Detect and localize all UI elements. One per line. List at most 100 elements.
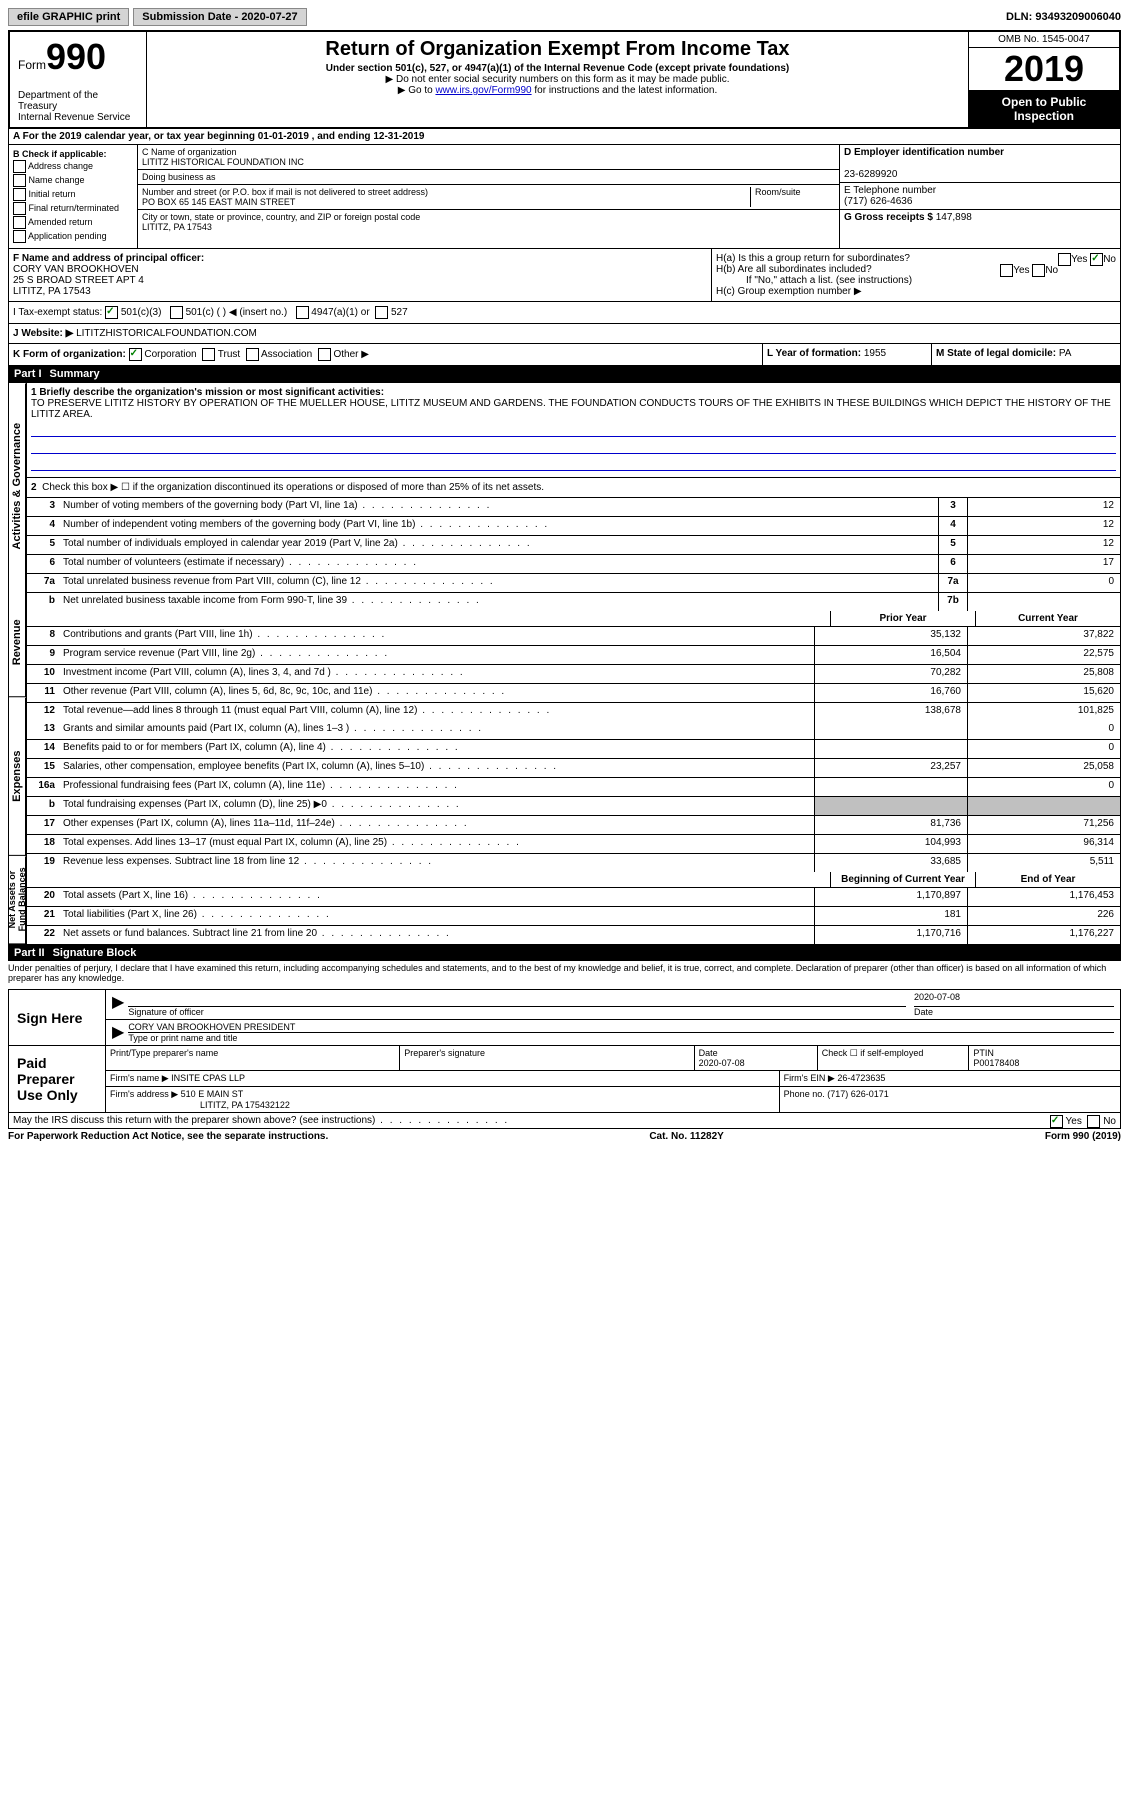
section-bcd: B Check if applicable: Address change Na…	[8, 145, 1121, 249]
paid-preparer: Paid Preparer Use Only	[9, 1046, 106, 1112]
line-row: 21Total liabilities (Part X, line 26)181…	[27, 907, 1120, 926]
cb-corp[interactable]	[129, 348, 142, 361]
dept: Department of the Treasury Internal Reve…	[18, 90, 138, 123]
line-row: 22Net assets or fund balances. Subtract …	[27, 926, 1120, 944]
sign-here: Sign Here	[9, 990, 106, 1045]
may-irs-row: May the IRS discuss this return with the…	[8, 1113, 1121, 1129]
q2-text: Check this box ▶ ☐ if the organization d…	[42, 482, 544, 493]
section-b-title: B Check if applicable:	[13, 149, 107, 159]
part1-header: Part I Summary	[8, 366, 1121, 382]
cb-no[interactable]	[1087, 1115, 1100, 1128]
cb-yes[interactable]	[1050, 1115, 1063, 1128]
row-a: A For the 2019 calendar year, or tax yea…	[8, 129, 1121, 145]
part1-num: Part I	[14, 368, 42, 380]
line-row: 13Grants and similar amounts paid (Part …	[27, 721, 1120, 740]
line-row: bTotal fundraising expenses (Part IX, co…	[27, 797, 1120, 816]
l-val: 1955	[864, 348, 886, 359]
firm-phone: (717) 626-0171	[827, 1089, 889, 1099]
form-subtitle: Under section 501(c), 527, or 4947(a)(1)…	[151, 63, 964, 74]
q2-block: 2 Check this box ▶ ☐ if the organization…	[27, 478, 1120, 498]
line-row: 6Total number of volunteers (estimate if…	[27, 555, 1120, 574]
row-k: K Form of organization: Corporation Trus…	[8, 344, 1121, 366]
line-row: 12Total revenue—add lines 8 through 11 (…	[27, 703, 1120, 721]
cb-assoc[interactable]	[246, 348, 259, 361]
cb-501c3[interactable]	[105, 306, 118, 319]
sig-date: 2020-07-08	[914, 992, 1114, 1007]
firm-name: INSITE CPAS LLP	[171, 1073, 245, 1083]
k-label: K Form of organization:	[13, 349, 126, 360]
net-header: Beginning of Current Year End of Year	[27, 872, 1120, 888]
line-row: 8Contributions and grants (Part VIII, li…	[27, 627, 1120, 646]
side-net: Net Assets or Fund Balances	[9, 856, 26, 944]
row-i: I Tax-exempt status: 501(c)(3) 501(c) ( …	[8, 302, 1121, 324]
cat-no: Cat. No. 11282Y	[649, 1131, 723, 1142]
paperwork-notice: For Paperwork Reduction Act Notice, see …	[8, 1131, 328, 1142]
cb-4947[interactable]	[296, 306, 309, 319]
note-1: ▶ Do not enter social security numbers o…	[151, 74, 964, 85]
officer-addr2: LITITZ, PA 17543	[13, 286, 91, 297]
note2-post: for instructions and the latest informat…	[532, 85, 718, 96]
firm-addr: 510 E MAIN ST	[181, 1089, 244, 1099]
hc-label: H(c) Group exemption number ▶	[716, 286, 1116, 297]
ein-label: D Employer identification number	[844, 147, 1004, 158]
form-id-cell: Form990 Department of the Treasury Inter…	[10, 32, 147, 127]
note2-pre: ▶ Go to	[398, 85, 436, 96]
tax-exempt-label: I Tax-exempt status:	[13, 307, 102, 318]
form-word: Form	[18, 58, 46, 72]
gross: 147,898	[936, 212, 972, 223]
hb-label: H(b) Are all subordinates included?	[716, 264, 872, 275]
sig-date-label: Date	[914, 1007, 933, 1017]
cb-name-change[interactable]: Name change	[13, 174, 133, 187]
line-row: 19Revenue less expenses. Subtract line 1…	[27, 854, 1120, 872]
addr: PO BOX 65 145 EAST MAIN STREET	[142, 197, 295, 207]
side-exp: Expenses	[9, 698, 26, 856]
l-label: L Year of formation:	[767, 348, 861, 359]
line-row: 9Program service revenue (Part VIII, lin…	[27, 646, 1120, 665]
efile-button[interactable]: efile GRAPHIC print	[8, 8, 129, 26]
sig-name: CORY VAN BROOKHOVEN PRESIDENT	[128, 1022, 1114, 1033]
side-ag: Activities & Governance	[9, 383, 26, 589]
section-h: H(a) Is this a group return for subordin…	[712, 249, 1120, 301]
cb-527[interactable]	[375, 306, 388, 319]
firm-city: LITITZ, PA 175432122	[200, 1100, 290, 1110]
penalties: Under penalties of perjury, I declare th…	[8, 961, 1121, 985]
line-row: 15Salaries, other compensation, employee…	[27, 759, 1120, 778]
cb-address-change[interactable]: Address change	[13, 160, 133, 173]
section-d: D Employer identification number 23-6289…	[840, 145, 1120, 248]
ha-label: H(a) Is this a group return for subordin…	[716, 253, 910, 264]
footer: For Paperwork Reduction Act Notice, see …	[8, 1129, 1121, 1144]
cb-amended[interactable]: Amended return	[13, 216, 133, 229]
prior-year-hdr: Prior Year	[830, 611, 975, 626]
tel-label: E Telephone number	[844, 185, 936, 196]
form990-link[interactable]: www.irs.gov/Form990	[435, 85, 531, 96]
arrow-icon: ▶	[112, 1022, 124, 1043]
submission-date: Submission Date - 2020-07-27	[133, 8, 306, 26]
end-year-hdr: End of Year	[975, 872, 1120, 887]
website: LITITZHISTORICALFOUNDATION.COM	[76, 328, 257, 339]
city: LITITZ, PA 17543	[142, 222, 212, 232]
current-year-hdr: Current Year	[975, 611, 1120, 626]
open-inspection: Open to Public Inspection	[969, 91, 1119, 127]
section-fh: F Name and address of principal officer:…	[8, 249, 1121, 302]
q1-label: 1 Briefly describe the organization's mi…	[31, 387, 384, 398]
officer-label: F Name and address of principal officer:	[13, 253, 204, 264]
cb-final-return[interactable]: Final return/terminated	[13, 202, 133, 215]
ein: 23-6289920	[844, 169, 897, 180]
line-row: bNet unrelated business taxable income f…	[27, 593, 1120, 611]
name-label: C Name of organization	[142, 147, 237, 157]
cb-other[interactable]	[318, 348, 331, 361]
firm-ein: 26-4723635	[837, 1073, 885, 1083]
top-bar: efile GRAPHIC print Submission Date - 20…	[8, 8, 1121, 26]
prep-name-label: Print/Type preparer's name	[106, 1046, 400, 1070]
org-name: LITITZ HISTORICAL FOUNDATION INC	[142, 157, 304, 167]
header-right: OMB No. 1545-0047 2019 Open to Public In…	[969, 32, 1119, 127]
cb-app-pending[interactable]: Application pending	[13, 230, 133, 243]
cb-trust[interactable]	[202, 348, 215, 361]
cb-501c[interactable]	[170, 306, 183, 319]
officer-addr1: 25 S BROAD STREET APT 4	[13, 275, 144, 286]
prep-check: Check ☐ if self-employed	[818, 1046, 970, 1070]
form-ref: Form 990 (2019)	[1045, 1131, 1121, 1142]
dln: DLN: 93493209006040	[1006, 11, 1121, 23]
tax-year: 2019	[969, 48, 1119, 91]
cb-initial-return[interactable]: Initial return	[13, 188, 133, 201]
